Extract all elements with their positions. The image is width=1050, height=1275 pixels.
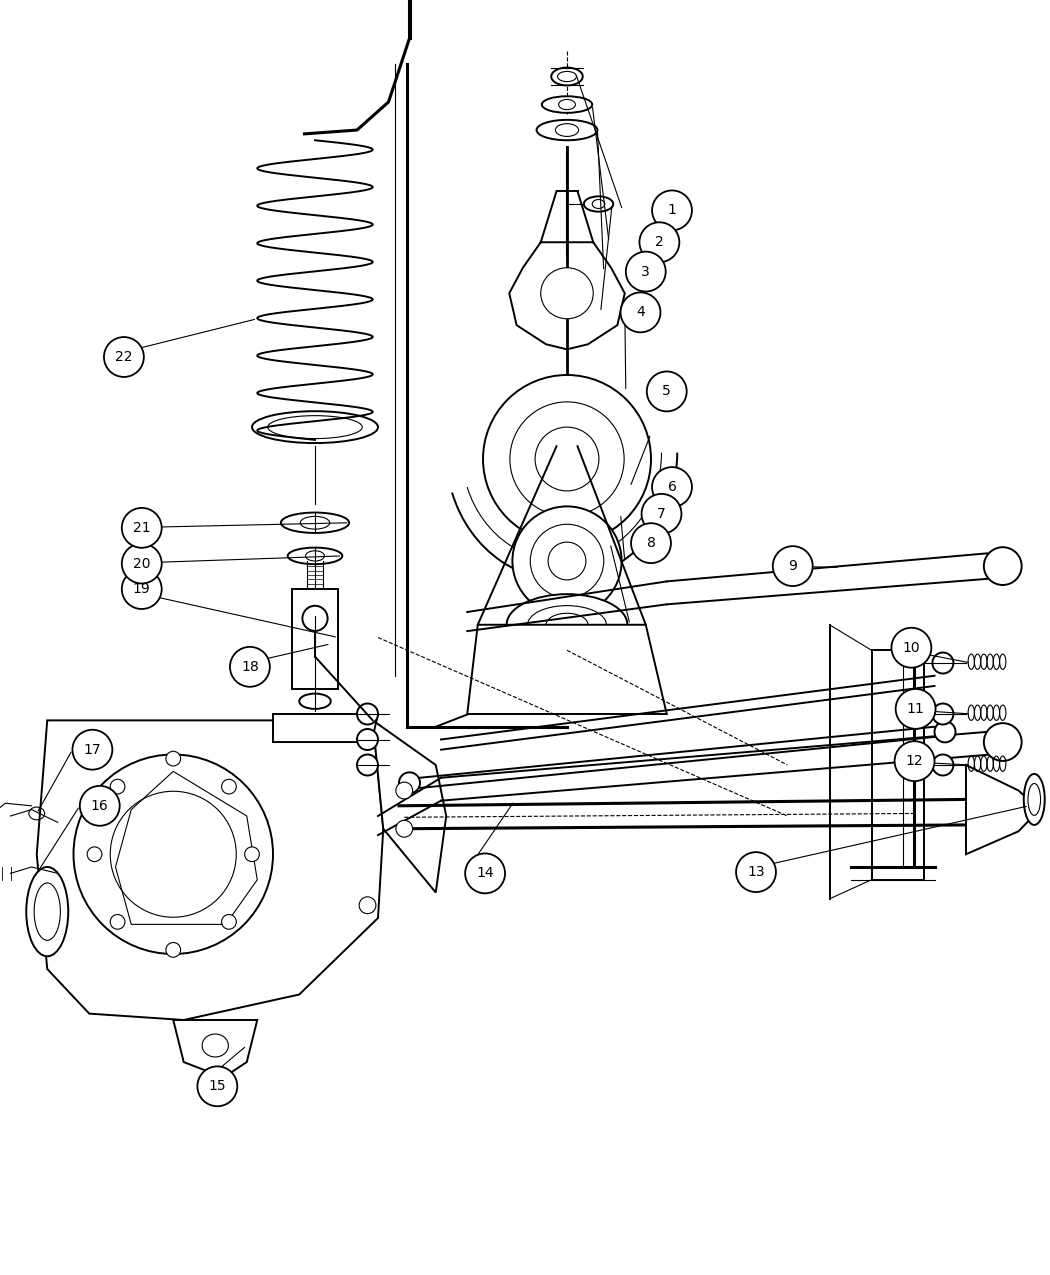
Text: 12: 12 bbox=[906, 755, 923, 768]
Circle shape bbox=[465, 853, 505, 894]
Ellipse shape bbox=[541, 268, 593, 319]
Circle shape bbox=[72, 729, 112, 770]
Circle shape bbox=[359, 896, 376, 914]
Text: 20: 20 bbox=[133, 557, 150, 570]
Text: 14: 14 bbox=[477, 867, 493, 880]
Text: 8: 8 bbox=[647, 537, 655, 550]
Ellipse shape bbox=[551, 68, 583, 85]
Circle shape bbox=[639, 222, 679, 263]
Circle shape bbox=[74, 755, 273, 954]
Circle shape bbox=[357, 704, 378, 724]
Circle shape bbox=[110, 914, 125, 929]
Circle shape bbox=[773, 546, 813, 587]
Text: 11: 11 bbox=[907, 703, 924, 715]
Circle shape bbox=[984, 723, 1022, 761]
Circle shape bbox=[166, 751, 181, 766]
Circle shape bbox=[652, 467, 692, 507]
Circle shape bbox=[932, 653, 953, 673]
Ellipse shape bbox=[506, 594, 628, 655]
Ellipse shape bbox=[26, 867, 68, 956]
Circle shape bbox=[302, 606, 328, 631]
Ellipse shape bbox=[542, 97, 592, 113]
Text: 5: 5 bbox=[663, 385, 671, 398]
Polygon shape bbox=[966, 765, 1040, 854]
Text: 21: 21 bbox=[133, 521, 150, 534]
Text: 22: 22 bbox=[116, 351, 132, 363]
Circle shape bbox=[736, 852, 776, 892]
Circle shape bbox=[642, 493, 681, 534]
Circle shape bbox=[895, 741, 934, 782]
Polygon shape bbox=[467, 625, 667, 714]
Circle shape bbox=[222, 914, 236, 929]
Text: 17: 17 bbox=[84, 743, 101, 756]
Circle shape bbox=[510, 402, 624, 516]
Text: 16: 16 bbox=[91, 799, 108, 812]
Circle shape bbox=[932, 704, 953, 724]
Circle shape bbox=[932, 755, 953, 775]
Polygon shape bbox=[173, 1020, 257, 1077]
Circle shape bbox=[483, 375, 651, 543]
Circle shape bbox=[222, 779, 236, 794]
Text: 2: 2 bbox=[655, 236, 664, 249]
Circle shape bbox=[197, 1066, 237, 1107]
Circle shape bbox=[357, 755, 378, 775]
Text: 10: 10 bbox=[903, 641, 920, 654]
Circle shape bbox=[984, 547, 1022, 585]
Circle shape bbox=[652, 190, 692, 231]
Polygon shape bbox=[273, 714, 378, 742]
Circle shape bbox=[631, 523, 671, 564]
Text: 3: 3 bbox=[642, 265, 650, 278]
Circle shape bbox=[230, 646, 270, 687]
Ellipse shape bbox=[527, 606, 607, 644]
Circle shape bbox=[396, 820, 413, 838]
Circle shape bbox=[399, 773, 420, 793]
Circle shape bbox=[122, 543, 162, 584]
Circle shape bbox=[122, 569, 162, 609]
Circle shape bbox=[512, 506, 622, 616]
Circle shape bbox=[934, 722, 956, 742]
Text: 19: 19 bbox=[133, 583, 150, 595]
Circle shape bbox=[357, 729, 378, 750]
Circle shape bbox=[245, 847, 259, 862]
Circle shape bbox=[896, 688, 936, 729]
Circle shape bbox=[166, 942, 181, 958]
Text: 1: 1 bbox=[668, 204, 676, 217]
Circle shape bbox=[104, 337, 144, 377]
Polygon shape bbox=[292, 589, 338, 689]
Polygon shape bbox=[373, 720, 446, 892]
Text: 9: 9 bbox=[789, 560, 797, 572]
Text: 6: 6 bbox=[668, 481, 676, 493]
Circle shape bbox=[122, 507, 162, 548]
Circle shape bbox=[621, 292, 660, 333]
Text: 15: 15 bbox=[209, 1080, 226, 1093]
Text: 18: 18 bbox=[242, 660, 258, 673]
Circle shape bbox=[80, 785, 120, 826]
Circle shape bbox=[87, 847, 102, 862]
Polygon shape bbox=[37, 720, 383, 1020]
Ellipse shape bbox=[1024, 774, 1045, 825]
Circle shape bbox=[647, 371, 687, 412]
Ellipse shape bbox=[537, 120, 597, 140]
Circle shape bbox=[110, 779, 125, 794]
Ellipse shape bbox=[584, 196, 613, 212]
Circle shape bbox=[891, 627, 931, 668]
Polygon shape bbox=[872, 650, 924, 880]
Text: 4: 4 bbox=[636, 306, 645, 319]
Text: 13: 13 bbox=[748, 866, 764, 878]
Circle shape bbox=[396, 782, 413, 799]
Text: 7: 7 bbox=[657, 507, 666, 520]
Circle shape bbox=[626, 251, 666, 292]
